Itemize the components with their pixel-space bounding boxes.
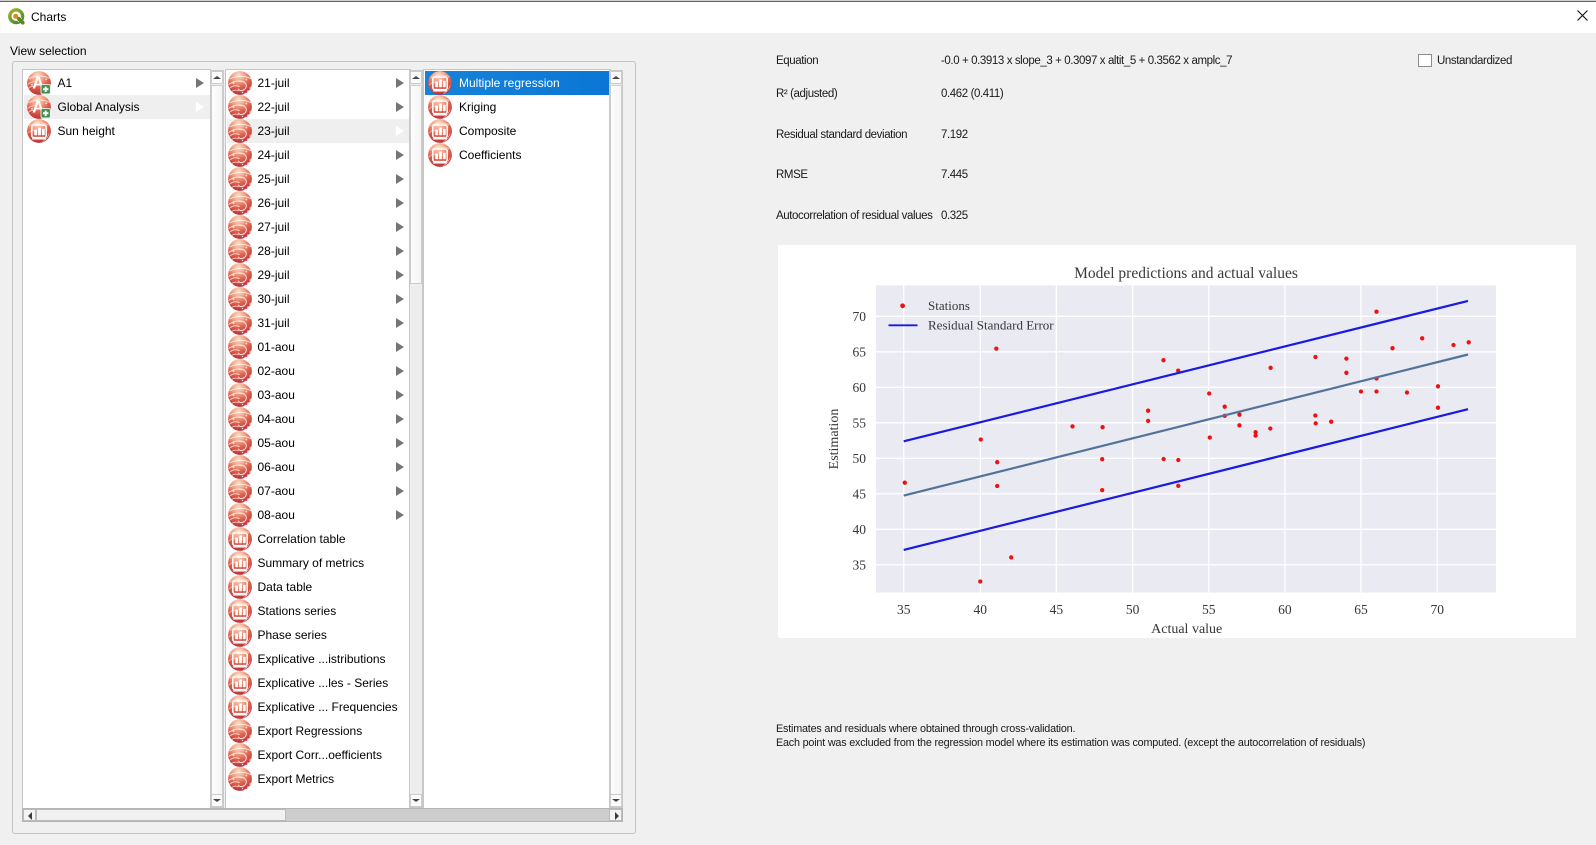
svg-text:65: 65 [853, 344, 867, 359]
svg-text:Residual Standard Error: Residual Standard Error [928, 318, 1054, 333]
svg-text:35: 35 [897, 602, 911, 617]
svg-text:60: 60 [1278, 602, 1292, 617]
svg-text:Estimation: Estimation [827, 409, 842, 470]
svg-text:40: 40 [853, 522, 867, 537]
svg-text:70: 70 [853, 309, 867, 324]
svg-text:Actual value: Actual value [1151, 622, 1222, 637]
svg-text:35: 35 [853, 557, 867, 572]
svg-text:Model predictions and actual v: Model predictions and actual values [1074, 265, 1298, 282]
svg-text:70: 70 [1430, 602, 1444, 617]
svg-text:50: 50 [853, 451, 867, 466]
svg-text:45: 45 [1050, 602, 1064, 617]
svg-text:55: 55 [853, 415, 867, 430]
svg-text:40: 40 [974, 602, 988, 617]
svg-text:65: 65 [1354, 602, 1368, 617]
svg-text:50: 50 [1126, 602, 1140, 617]
svg-text:55: 55 [1202, 602, 1216, 617]
svg-text:45: 45 [853, 486, 867, 501]
svg-text:60: 60 [853, 380, 867, 395]
svg-text:Stations: Stations [928, 298, 970, 313]
